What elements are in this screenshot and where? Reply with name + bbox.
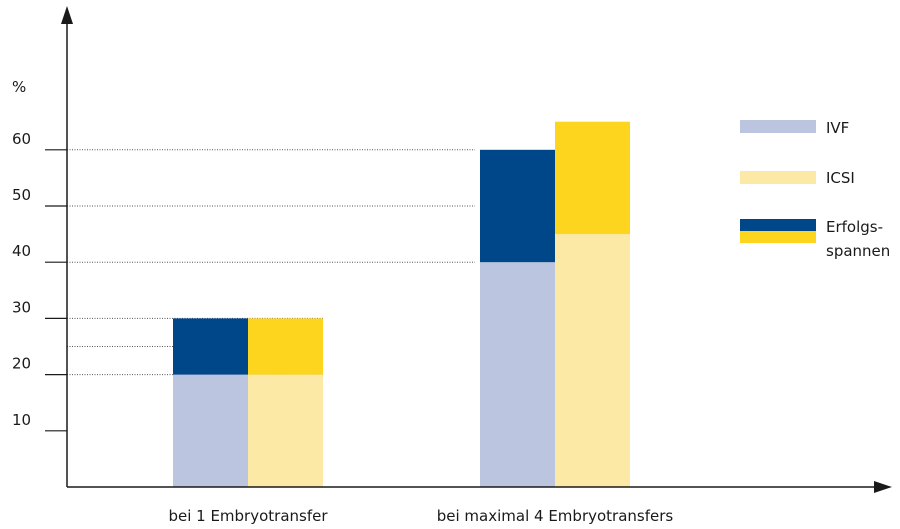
legend-label-range-line2: spannen: [826, 242, 890, 260]
bar-base-ivf-1: [173, 374, 248, 487]
bars: [173, 121, 630, 487]
legend-label-icsi: ICSI: [826, 169, 855, 187]
y-axis-unit-label: %: [12, 78, 26, 96]
legend-label-range-line1: Erfolgs-: [826, 218, 883, 236]
legend-swatch-range-blue: [740, 219, 816, 231]
legend-swatch-range-yellow: [740, 231, 816, 243]
y-ticks: 10 20 30 40 50 60: [12, 130, 67, 432]
bar-range-ivf-2: [480, 149, 555, 263]
category-labels: bei 1 Embryotransfer bei maximal 4 Embryo…: [168, 507, 673, 525]
axes: %: [12, 6, 892, 493]
bar-base-ivf-2: [480, 262, 555, 487]
x-axis-arrow: [874, 481, 892, 493]
y-tick-label-60: 60: [12, 130, 31, 148]
y-tick-label-30: 30: [12, 298, 31, 316]
legend-swatch-icsi: [740, 171, 816, 184]
legend: IVF ICSI Erfolgs- spannen: [740, 119, 890, 260]
bar-range-ivf-1: [173, 318, 248, 375]
legend-swatch-ivf: [740, 120, 816, 133]
category-label-2: bei maximal 4 Embryotransfers: [437, 507, 674, 525]
bar-base-icsi-1: [248, 374, 323, 487]
legend-label-ivf: IVF: [826, 119, 849, 137]
category-label-1: bei 1 Embryotransfer: [168, 507, 328, 525]
y-axis-arrow: [61, 6, 73, 24]
y-tick-label-20: 20: [12, 355, 31, 373]
y-tick-label-10: 10: [12, 411, 31, 429]
bar-base-icsi-2: [555, 234, 630, 487]
y-tick-label-40: 40: [12, 242, 31, 260]
bar-range-icsi-2: [555, 121, 630, 235]
bar-range-icsi-1: [248, 318, 323, 375]
y-tick-label-50: 50: [12, 186, 31, 204]
